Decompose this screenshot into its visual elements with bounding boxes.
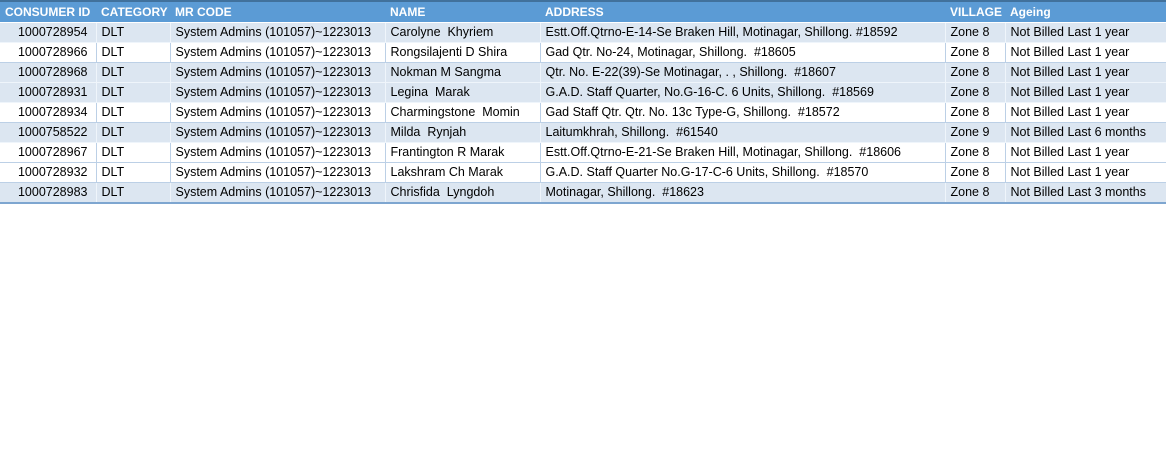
cell-village[interactable]: Zone 8: [945, 42, 1006, 63]
table-row: 1000758522 DLT System Admins (101057)~12…: [0, 122, 1166, 143]
column-header-village[interactable]: VILLAGE: [945, 1, 1005, 23]
cell-mr-code[interactable]: System Admins (101057)~1223013: [170, 162, 386, 183]
cell-consumer-id[interactable]: 1000728932: [0, 162, 97, 183]
cell-village[interactable]: Zone 9: [945, 122, 1006, 143]
cell-name[interactable]: Nokman M Sangma: [385, 62, 541, 83]
column-header-category[interactable]: CATEGORY: [96, 1, 170, 23]
table-row: 1000728954 DLT System Admins (101057)~12…: [0, 22, 1166, 43]
cell-mr-code[interactable]: System Admins (101057)~1223013: [170, 82, 386, 103]
cell-ageing[interactable]: Not Billed Last 1 year: [1005, 82, 1166, 103]
cell-mr-code[interactable]: System Admins (101057)~1223013: [170, 62, 386, 83]
cell-category[interactable]: DLT: [96, 22, 171, 43]
cell-village[interactable]: Zone 8: [945, 162, 1006, 183]
column-header-consumer-id[interactable]: CONSUMER ID: [0, 1, 96, 23]
cell-mr-code[interactable]: System Admins (101057)~1223013: [170, 142, 386, 163]
cell-name[interactable]: Lakshram Ch Marak: [385, 162, 541, 183]
cell-ageing[interactable]: Not Billed Last 1 year: [1005, 142, 1166, 163]
cell-consumer-id[interactable]: 1000728954: [0, 22, 97, 43]
cell-consumer-id[interactable]: 1000728934: [0, 102, 97, 123]
cell-category[interactable]: DLT: [96, 182, 171, 203]
cell-village[interactable]: Zone 8: [945, 142, 1006, 163]
table-row: 1000728931 DLT System Admins (101057)~12…: [0, 82, 1166, 103]
cell-name[interactable]: Rongsilajenti D Shira: [385, 42, 541, 63]
cell-village[interactable]: Zone 8: [945, 82, 1006, 103]
cell-ageing[interactable]: Not Billed Last 1 year: [1005, 22, 1166, 43]
cell-address[interactable]: Estt.Off.Qtrno-E-14-Se Braken Hill, Moti…: [540, 22, 946, 43]
cell-ageing[interactable]: Not Billed Last 1 year: [1005, 62, 1166, 83]
cell-address[interactable]: Motinagar, Shillong. #18623: [540, 182, 946, 203]
cell-address[interactable]: Gad Qtr. No-24, Motinagar, Shillong. #18…: [540, 42, 946, 63]
table-row: 1000728968 DLT System Admins (101057)~12…: [0, 62, 1166, 83]
cell-consumer-id[interactable]: 1000728967: [0, 142, 97, 163]
cell-mr-code[interactable]: System Admins (101057)~1223013: [170, 22, 386, 43]
cell-ageing[interactable]: Not Billed Last 1 year: [1005, 162, 1166, 183]
cell-category[interactable]: DLT: [96, 142, 171, 163]
column-header-name[interactable]: NAME: [385, 1, 540, 23]
cell-consumer-id[interactable]: 1000728931: [0, 82, 97, 103]
table-body: 1000728954 DLT System Admins (101057)~12…: [0, 22, 1166, 203]
cell-village[interactable]: Zone 8: [945, 182, 1006, 203]
table-row: 1000728966 DLT System Admins (101057)~12…: [0, 42, 1166, 63]
table-row: 1000728934 DLT System Admins (101057)~12…: [0, 102, 1166, 123]
cell-ageing[interactable]: Not Billed Last 1 year: [1005, 42, 1166, 63]
cell-village[interactable]: Zone 8: [945, 102, 1006, 123]
table-header: CONSUMER ID CATEGORY MR CODE NAME ADDRES…: [0, 1, 1166, 23]
header-row: CONSUMER ID CATEGORY MR CODE NAME ADDRES…: [0, 1, 1166, 23]
cell-address[interactable]: G.A.D. Staff Quarter, No.G-16-C. 6 Units…: [540, 82, 946, 103]
cell-address[interactable]: Gad Staff Qtr. Qtr. No. 13c Type-G, Shil…: [540, 102, 946, 123]
cell-consumer-id[interactable]: 1000728966: [0, 42, 97, 63]
cell-address[interactable]: G.A.D. Staff Quarter No.G-17-C-6 Units, …: [540, 162, 946, 183]
column-header-mr-code[interactable]: MR CODE: [170, 1, 385, 23]
consumer-billing-table: CONSUMER ID CATEGORY MR CODE NAME ADDRES…: [0, 0, 1166, 204]
cell-ageing[interactable]: Not Billed Last 1 year: [1005, 102, 1166, 123]
table-row: 1000728967 DLT System Admins (101057)~12…: [0, 142, 1166, 163]
cell-name[interactable]: Milda Rynjah: [385, 122, 541, 143]
cell-address[interactable]: Estt.Off.Qtrno-E-21-Se Braken Hill, Moti…: [540, 142, 946, 163]
cell-mr-code[interactable]: System Admins (101057)~1223013: [170, 42, 386, 63]
table-row: 1000728983 DLT System Admins (101057)~12…: [0, 182, 1166, 203]
cell-category[interactable]: DLT: [96, 82, 171, 103]
cell-ageing[interactable]: Not Billed Last 3 months: [1005, 182, 1166, 203]
cell-mr-code[interactable]: System Admins (101057)~1223013: [170, 102, 386, 123]
column-header-address[interactable]: ADDRESS: [540, 1, 945, 23]
cell-village[interactable]: Zone 8: [945, 62, 1006, 83]
cell-name[interactable]: Legina Marak: [385, 82, 541, 103]
cell-category[interactable]: DLT: [96, 62, 171, 83]
cell-name[interactable]: Frantington R Marak: [385, 142, 541, 163]
cell-address[interactable]: Qtr. No. E-22(39)-Se Motinagar, . , Shil…: [540, 62, 946, 83]
cell-name[interactable]: Chrisfida Lyngdoh: [385, 182, 541, 203]
cell-category[interactable]: DLT: [96, 42, 171, 63]
cell-mr-code[interactable]: System Admins (101057)~1223013: [170, 182, 386, 203]
cell-category[interactable]: DLT: [96, 122, 171, 143]
cell-ageing[interactable]: Not Billed Last 6 months: [1005, 122, 1166, 143]
cell-category[interactable]: DLT: [96, 162, 171, 183]
cell-address[interactable]: Laitumkhrah, Shillong. #61540: [540, 122, 946, 143]
cell-category[interactable]: DLT: [96, 102, 171, 123]
cell-mr-code[interactable]: System Admins (101057)~1223013: [170, 122, 386, 143]
cell-consumer-id[interactable]: 1000728968: [0, 62, 97, 83]
cell-village[interactable]: Zone 8: [945, 22, 1006, 43]
cell-consumer-id[interactable]: 1000728983: [0, 182, 97, 203]
cell-consumer-id[interactable]: 1000758522: [0, 122, 97, 143]
cell-name[interactable]: Carolyne Khyriem: [385, 22, 541, 43]
column-header-ageing[interactable]: Ageing: [1005, 1, 1166, 23]
table-row: 1000728932 DLT System Admins (101057)~12…: [0, 162, 1166, 183]
cell-name[interactable]: Charmingstone Momin: [385, 102, 541, 123]
